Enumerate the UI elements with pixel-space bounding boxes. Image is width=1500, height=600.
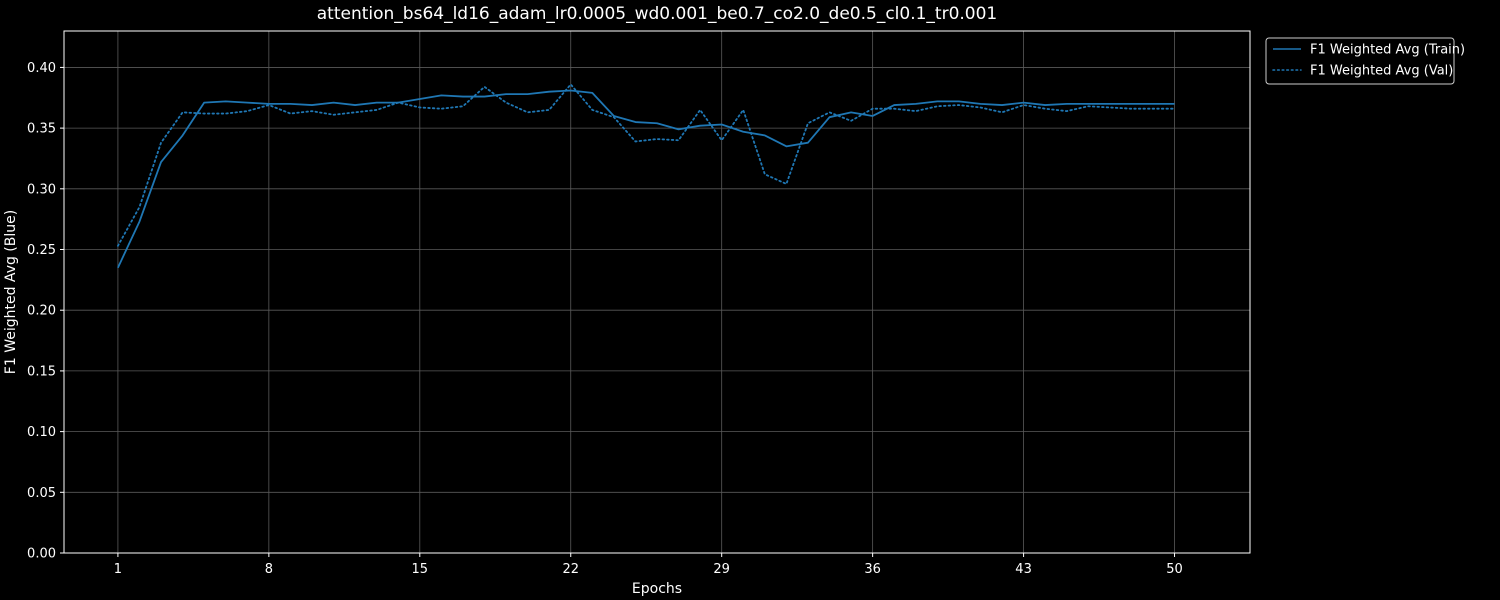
x-tick-label: 8 — [265, 562, 273, 577]
x-tick-label: 1 — [114, 562, 122, 577]
y-tick-label: 0.15 — [27, 364, 56, 379]
chart-title: attention_bs64_ld16_adam_lr0.0005_wd0.00… — [317, 4, 998, 24]
grid — [64, 31, 1250, 554]
y-tick-label: 0.05 — [27, 486, 56, 501]
x-tick-label: 22 — [562, 562, 579, 577]
y-tick-label: 0.35 — [27, 122, 56, 137]
y-tick-label: 0.10 — [27, 425, 56, 440]
y-tick-label: 0.40 — [27, 61, 56, 76]
y-tick-label: 0.30 — [27, 182, 56, 197]
x-tick-label: 43 — [1015, 562, 1032, 577]
y-tick-label: 0.00 — [27, 547, 56, 562]
x-tick-label: 50 — [1166, 562, 1183, 577]
series-lines — [117, 83, 1176, 269]
legend-label-val: F1 Weighted Avg (Val) — [1310, 64, 1453, 79]
plot-frame — [63, 30, 1251, 554]
y-tick-label: 0.20 — [27, 304, 56, 319]
series-line-val — [117, 83, 1176, 247]
y-axis-title: F1 Weighted Avg (Blue) — [3, 210, 19, 374]
legend: F1 Weighted Avg (Train) F1 Weighted Avg … — [1265, 37, 1465, 85]
x-axis-title: Epochs — [632, 581, 682, 597]
y-tick-label: 0.25 — [27, 243, 56, 258]
x-tick-label: 29 — [713, 562, 730, 577]
x-tick-label: 15 — [412, 562, 429, 577]
series-line-train — [117, 89, 1175, 269]
y-axis-ticks: 0.00 0.05 0.10 0.15 0.20 0.25 0.30 0.35 0.40 — [27, 61, 64, 562]
x-axis-ticks: 1 8 15 22 29 36 43 50 — [114, 553, 1183, 577]
legend-box — [1265, 37, 1455, 85]
x-tick-label: 36 — [864, 562, 881, 577]
legend-label-train: F1 Weighted Avg (Train) — [1310, 43, 1465, 58]
